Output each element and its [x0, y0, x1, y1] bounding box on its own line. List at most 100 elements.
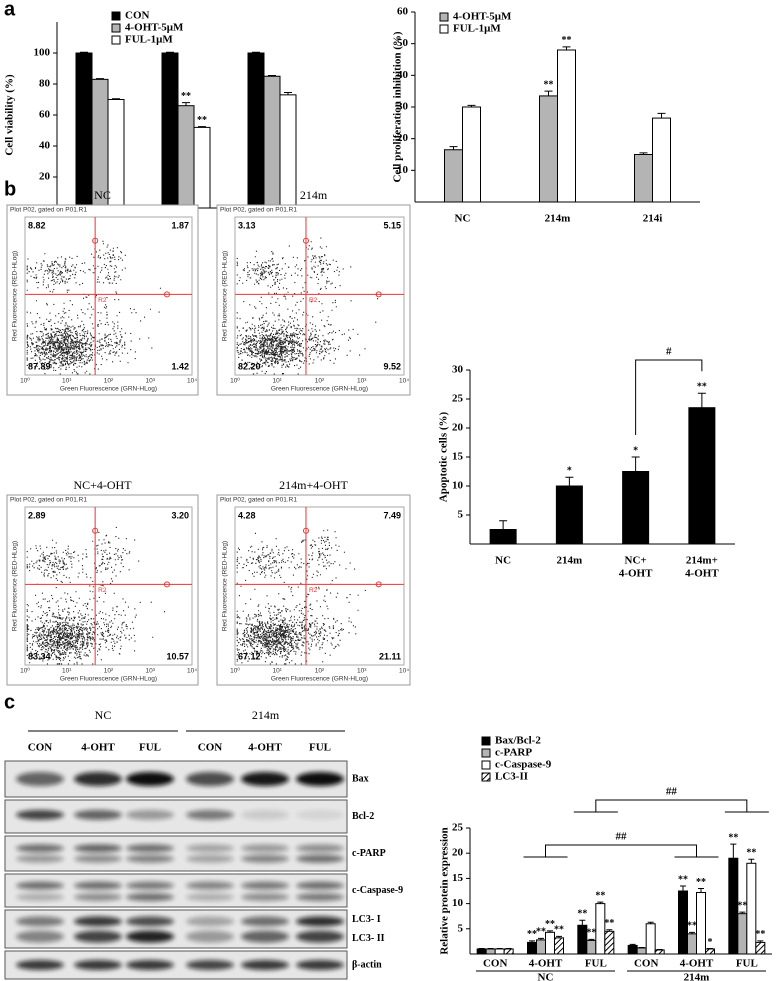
blot-row-label: LC3- II: [352, 933, 385, 944]
bar: [485, 948, 496, 955]
y-tick-label: 20: [397, 132, 409, 144]
blot-band: [16, 960, 64, 970]
legend-label: 4-OHT-5μM: [453, 11, 512, 23]
legend-label: 4-OHT-5μM: [125, 22, 184, 34]
log-tick-label: 10³: [357, 668, 367, 675]
legend-label: CON: [125, 10, 150, 22]
y-tick-label: 10: [452, 897, 464, 909]
significance-label: *: [708, 937, 713, 948]
y-tick-label: 60: [39, 109, 51, 121]
blot-band: [241, 960, 289, 970]
log-tick-label: 10³: [146, 378, 156, 385]
blot-band: [241, 893, 289, 902]
blot-band: [74, 960, 122, 970]
quadrant-percent: 67.12: [238, 651, 261, 661]
error-bar: [689, 931, 695, 934]
x-tick-label: FUL: [736, 958, 758, 970]
y-tick-label: 15: [452, 451, 464, 463]
blot-band: [296, 881, 344, 890]
blot-band: [241, 844, 289, 853]
log-tick-label: 10⁴: [187, 668, 197, 675]
blot-band: [296, 844, 344, 853]
blot-band: [126, 854, 174, 863]
significance-label: **: [536, 927, 546, 938]
y-tick-label: 40: [397, 69, 409, 81]
error-bar: [698, 887, 704, 893]
group-label: 214m: [684, 972, 710, 981]
plot-title: NC+4-OHT: [73, 478, 132, 492]
blot-band: [296, 960, 344, 970]
plot-title: 214m+4-OHT: [279, 478, 348, 492]
log-tick-label: 10¹: [62, 668, 72, 675]
lane-label: FUL: [309, 742, 331, 754]
legend-label: FUL-1μM: [125, 34, 173, 46]
x-axis-label: Green Fluorescence (GRN-HLog): [271, 676, 368, 683]
log-tick-label: 10⁰: [230, 667, 240, 675]
blot-band: [74, 844, 122, 853]
bracket-label: ##: [616, 831, 628, 843]
gate-label: Plot P02, gated on P01.R1: [10, 207, 87, 214]
quadrant-percent: 4.28: [238, 510, 256, 520]
blot-band: [186, 772, 234, 786]
blot-band: [126, 960, 174, 970]
error-bar: [629, 943, 636, 946]
y-tick-label: 30: [452, 364, 464, 376]
y-tick-label: 10: [452, 480, 464, 492]
error-bar: [496, 947, 503, 949]
bracket-label: #: [666, 346, 672, 358]
x-tick-label: 214m+: [686, 555, 718, 567]
x-tick-label: 4-OHT: [680, 958, 714, 970]
error-bar: [284, 92, 292, 95]
blot-band: [241, 916, 289, 927]
error-bar: [268, 74, 276, 77]
significance-label: **: [687, 921, 697, 932]
y-tick-label: 5: [458, 509, 464, 521]
bar: [622, 471, 650, 545]
bar: [687, 933, 697, 955]
legend-swatch: [439, 24, 449, 34]
x-tick-label: NC: [455, 213, 471, 225]
bar: [627, 944, 638, 955]
y-tick-label: 50: [397, 37, 409, 49]
error-bar: [748, 858, 755, 864]
quadrant-handle: [92, 527, 99, 534]
quadrant-handle: [163, 291, 170, 298]
quadrant-percent: 21.11: [379, 651, 401, 661]
error-bar: [166, 51, 174, 53]
region-label: R2: [309, 297, 318, 304]
blot-strip: [4, 909, 348, 949]
x-tick-label: 214i: [643, 213, 663, 225]
bar: [636, 947, 647, 955]
significance-label: *: [633, 445, 638, 456]
y-axis-label: Red Fluorescence (RED-HLog): [12, 541, 19, 631]
legend-label: Bax/Bcl-2: [495, 735, 541, 747]
error-bar: [680, 885, 686, 891]
blot-band: [74, 809, 122, 820]
blot-band: [16, 844, 64, 853]
bar: [462, 106, 481, 203]
blot-band: [74, 916, 122, 927]
blot-band: [296, 893, 344, 902]
error-bar: [538, 937, 544, 940]
error-bar: [647, 921, 654, 924]
blot-band: [186, 930, 234, 943]
error-bar: [657, 112, 666, 119]
plot-frame: [6, 494, 199, 686]
blot-band: [296, 772, 344, 786]
x-tick-label: NC+: [625, 555, 647, 567]
blot-row-label: β-actin: [352, 959, 382, 970]
log-tick-label: 10⁴: [399, 378, 409, 385]
lane-label: FUL: [139, 742, 161, 754]
error-bar: [730, 843, 737, 859]
log-tick-label: 10³: [357, 378, 367, 385]
y-tick-label: 25: [452, 393, 464, 405]
legend-label: LC3-II: [495, 771, 528, 783]
error-bar: [739, 911, 746, 914]
blot-band: [126, 844, 174, 853]
y-tick-label: 20: [452, 422, 464, 434]
blot-row-label: Bax: [352, 773, 369, 784]
quadrant-percent: 1.87: [171, 220, 189, 230]
blot-band: [16, 772, 64, 786]
blot-band: [186, 960, 234, 970]
error-bar: [639, 152, 648, 155]
